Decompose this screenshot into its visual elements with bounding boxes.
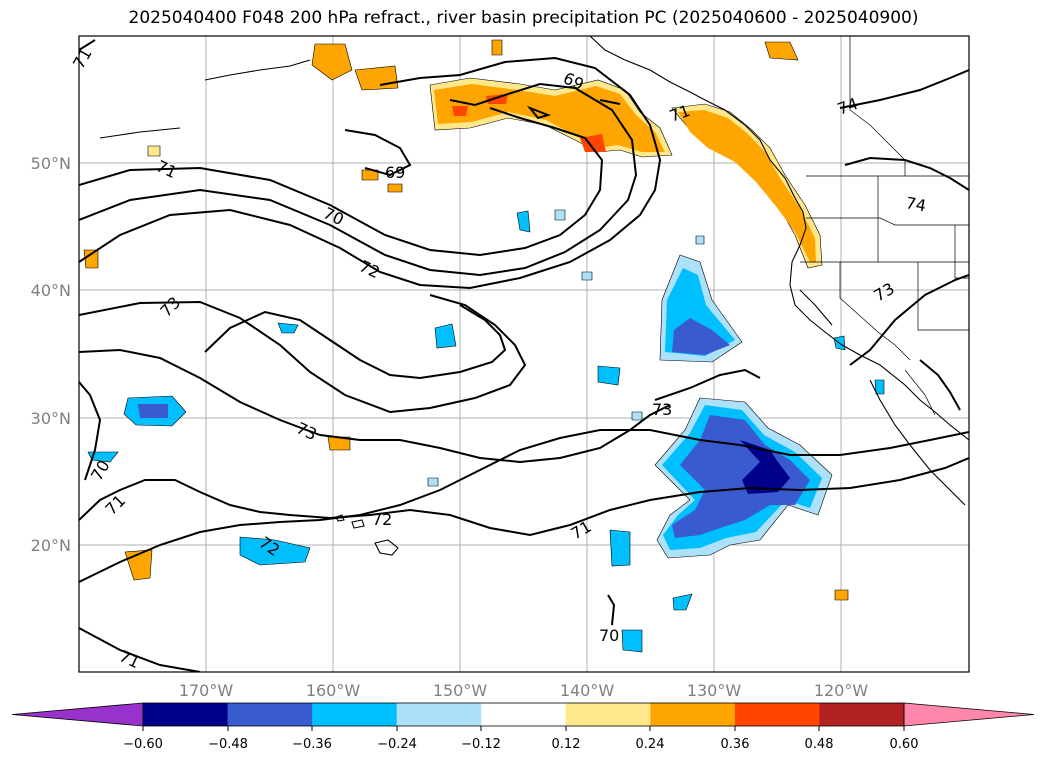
colorbar-tick-label: 0.24 (636, 737, 665, 752)
colorbar-tick-label: 0.12 (552, 737, 581, 752)
colorbar-swatch (734, 703, 820, 726)
map-frame (78, 35, 970, 673)
contour-label: 74 (904, 193, 927, 215)
colorbar-tick-label: −0.24 (377, 737, 417, 752)
contour-label: 72 (372, 510, 392, 529)
colorbar-swatch (819, 703, 905, 726)
map-title: 2025040400 F048 200 hPa refract., river … (128, 8, 919, 28)
colorbar-swatch (312, 703, 398, 726)
colorbar-swatch (396, 703, 482, 726)
colorbar-extend-min (11, 702, 144, 727)
lon-label: 170°W (179, 681, 234, 700)
colorbar-swatch (143, 703, 229, 726)
lon-label: 130°W (687, 681, 742, 700)
colorbar-ticks (142, 726, 905, 731)
colorbar: −0.60 −0.48 −0.36 −0.24 −0.12 0.12 0.24 … (11, 702, 1035, 752)
longitude-labels: 170°W 160°W 150°W 140°W 130°W 120°W (179, 681, 869, 700)
colorbar-tick-label: 0.36 (721, 737, 750, 752)
borders (800, 36, 969, 416)
colorbar-swatch (565, 703, 651, 726)
contour-label: 70 (599, 626, 619, 645)
colorbar-tick-label: −0.36 (292, 737, 332, 752)
colorbar-tick-label: 0.48 (805, 737, 834, 752)
colorbar-swatch (481, 703, 567, 726)
colorbar-swatch (227, 703, 313, 726)
lon-label: 140°W (560, 681, 615, 700)
lon-label: 120°W (814, 681, 869, 700)
refractivity-contours (79, 39, 969, 672)
contour-label: 73 (652, 400, 672, 419)
lat-label: 20°N (31, 536, 71, 555)
lat-label: 40°N (31, 281, 71, 300)
colorbar-tick-label: −0.12 (461, 737, 501, 752)
colorbar-swatches (11, 702, 1035, 727)
colorbar-tick-label: −0.48 (208, 737, 248, 752)
colorbar-swatch (650, 703, 736, 726)
negative-precip-areas (87, 209, 885, 653)
lat-label: 30°N (31, 409, 71, 428)
lon-label: 150°W (433, 681, 488, 700)
colorbar-tick-label: −0.60 (123, 737, 163, 752)
colorbar-tick-label: 0.60 (890, 737, 919, 752)
map-panel (79, 36, 969, 672)
lon-label: 160°W (306, 681, 361, 700)
latitude-labels: 50°N 40°N 30°N 20°N (31, 154, 71, 555)
lat-label: 50°N (31, 154, 71, 173)
contour-label: 69 (385, 163, 405, 182)
colorbar-extend-max (903, 702, 1035, 727)
